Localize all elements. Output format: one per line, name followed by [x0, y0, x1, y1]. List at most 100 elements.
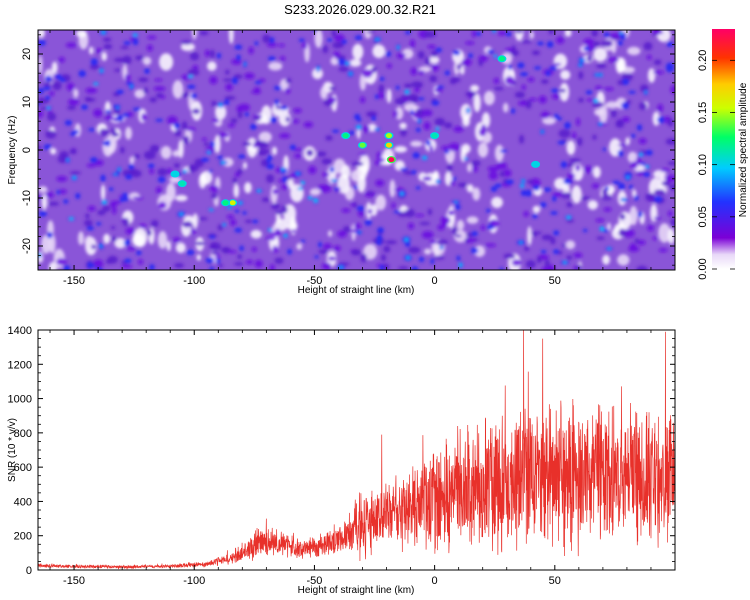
- heatmap-cell: [422, 109, 433, 117]
- heatmap-cell: [404, 90, 410, 94]
- heatmap-cell: [316, 67, 321, 70]
- heatmap-gap: [456, 219, 465, 231]
- heatmap-cell: [219, 103, 222, 107]
- snr-x-axis-label: Height of straight line (km): [298, 585, 415, 596]
- heatmap-cell: [111, 205, 117, 215]
- heatmap-gap: [658, 223, 671, 243]
- heatmap-cell: [618, 228, 627, 237]
- heatmap-cell: [546, 41, 554, 48]
- heatmap-cell: [405, 30, 411, 35]
- heatmap-cell: [291, 229, 296, 234]
- heatmap-cell: [396, 46, 400, 49]
- heatmap-cell: [126, 246, 136, 251]
- heatmap-cell: [69, 217, 74, 221]
- heatmap-cell: [275, 210, 283, 215]
- heatmap-cell: [519, 72, 529, 77]
- heatmap-cell: [431, 100, 440, 106]
- heatmap-cell: [449, 181, 456, 186]
- heatmap-cell: [393, 109, 398, 119]
- heatmap-gap: [602, 254, 610, 265]
- heatmap-cell: [617, 143, 627, 147]
- heatmap-gap: [629, 205, 638, 226]
- heatmap-cell: [558, 129, 571, 138]
- heatmap-cell: [237, 168, 243, 175]
- heatmap-cell: [622, 78, 629, 86]
- heatmap-cell: [644, 91, 648, 94]
- heatmap-gap: [172, 80, 184, 99]
- heatmap-cell: [43, 81, 51, 87]
- heatmap-cell: [385, 51, 392, 57]
- heatmap-cell: [160, 95, 166, 99]
- heatmap-cell: [234, 209, 240, 213]
- heatmap-cell: [567, 172, 576, 180]
- heatmap-cell: [125, 81, 133, 86]
- heatmap-cell: [132, 196, 144, 200]
- heatmap-cell: [56, 258, 67, 266]
- heatmap-cell: [138, 77, 149, 83]
- heatmap-gap: [491, 196, 503, 209]
- heatmap-cell: [619, 31, 623, 35]
- heatmap-cell: [266, 174, 275, 183]
- heatmap-cell: [83, 219, 93, 227]
- heatmap-cell: [367, 209, 373, 214]
- heatmap-cell: [667, 161, 675, 166]
- heatmap-cell: [294, 153, 302, 159]
- heatmap-cell: [603, 207, 612, 212]
- heatmap-cell: [575, 164, 581, 172]
- heatmap-cell: [146, 44, 153, 52]
- heatmap-cell: [434, 117, 446, 127]
- heatmap-gap: [461, 143, 471, 154]
- heatmap-gap: [175, 194, 188, 202]
- heatmap-cell: [250, 123, 257, 130]
- heatmap-cell: [665, 138, 675, 145]
- heatmap-cell: [86, 163, 96, 168]
- heatmap-cell: [376, 238, 382, 246]
- heatmap-cell: [47, 106, 50, 110]
- heatmap-cell: [436, 239, 448, 246]
- heatmap-gap: [84, 235, 94, 249]
- heatmap-cell: [468, 53, 473, 59]
- heatmap-cell: [283, 234, 288, 238]
- heatmap-gap: [132, 233, 145, 247]
- heatmap-cell: [285, 116, 290, 123]
- heatmap-cell: [353, 185, 359, 190]
- colorbar-tick-label: 0.20: [697, 50, 709, 71]
- heatmap-cell: [124, 258, 132, 264]
- heatmap-cell: [194, 241, 206, 246]
- heatmap-cell: [505, 76, 515, 85]
- heatmap-gap: [348, 59, 362, 67]
- heatmap-x-ticks: -150 -100 -50 0 50: [49, 30, 676, 287]
- heatmap-cell: [553, 230, 560, 236]
- snr-series-line: [38, 330, 675, 570]
- colorbar-tick-label: 0.15: [697, 102, 709, 123]
- heatmap-cell: [563, 260, 567, 265]
- heatmap-cell: [376, 93, 386, 99]
- heatmap-cell: [599, 73, 602, 77]
- heatmap-cell: [556, 36, 565, 44]
- heatmap-cell: [466, 238, 476, 243]
- heatmap-cell: [471, 231, 478, 237]
- heatmap-cell: [359, 96, 366, 104]
- heatmap-cell: [364, 219, 372, 226]
- heatmap-cell: [66, 82, 75, 92]
- heatmap-cell: [406, 256, 410, 260]
- y-tick-label: 400: [14, 496, 32, 508]
- heatmap-cell: [551, 88, 559, 93]
- heatmap-cell: [573, 252, 583, 259]
- heatmap-cell: [349, 229, 358, 233]
- heatmap-cell: [525, 189, 532, 197]
- heatmap-cell: [180, 40, 193, 45]
- heatmap-cell: [224, 95, 236, 100]
- heatmap-cell: [487, 49, 495, 54]
- y-tick-label: 0: [21, 147, 33, 153]
- heatmap-peak: [359, 142, 366, 148]
- heatmap-cell: [522, 179, 525, 183]
- heatmap-cell: [351, 161, 364, 167]
- heatmap-cell: [269, 264, 275, 270]
- heatmap-cell: [69, 148, 77, 155]
- heatmap-gap: [605, 101, 619, 109]
- heatmap-cell: [40, 106, 47, 111]
- heatmap-cell: [322, 45, 329, 54]
- heatmap-cell: [104, 115, 114, 121]
- heatmap-cell: [455, 203, 460, 210]
